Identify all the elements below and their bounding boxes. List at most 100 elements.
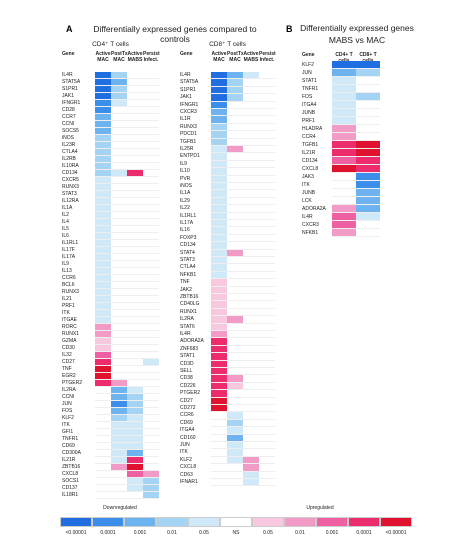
legend-label: 0.001 — [325, 530, 339, 536]
heat-cell — [111, 163, 127, 170]
gene-label: JUN — [302, 70, 312, 76]
heat-cell — [95, 212, 111, 219]
heat-cell — [127, 282, 143, 289]
gene-label: CCNI — [62, 394, 75, 400]
legend-swatch — [252, 517, 284, 527]
heat-cell — [143, 100, 159, 107]
heat-cell — [227, 131, 243, 139]
heat-cell — [243, 405, 259, 413]
heat-cell — [211, 131, 227, 139]
heat-cell — [259, 479, 275, 487]
heat-cell — [211, 345, 227, 354]
heat-cell — [111, 149, 127, 156]
heat-cell — [95, 401, 111, 408]
heat-cell — [127, 128, 143, 135]
heat-cell — [356, 109, 380, 117]
heat-cell — [95, 149, 111, 156]
heat-cell — [127, 121, 143, 128]
heat-cell — [243, 456, 259, 465]
heat-cell — [259, 353, 275, 361]
heat-cell — [95, 261, 111, 268]
heat-cell — [259, 449, 275, 457]
heat-cell — [111, 457, 127, 464]
heat-cell — [127, 366, 143, 373]
heat-cell — [211, 79, 227, 87]
heat-cell — [127, 79, 143, 86]
gene-label: IL1A — [180, 190, 191, 197]
heat-cell — [243, 227, 259, 235]
column-header: Gene — [302, 52, 315, 58]
heat-cell — [143, 121, 159, 128]
heat-cell — [332, 141, 356, 149]
heat-cell — [95, 247, 111, 254]
heat-cell — [356, 125, 380, 133]
heat-cell — [127, 457, 143, 464]
heat-cell — [127, 184, 143, 191]
gene-label: IL5 — [62, 226, 69, 232]
heat-cell — [95, 184, 111, 191]
heat-cell — [211, 449, 227, 457]
heat-cell — [227, 323, 243, 331]
heat-cell — [111, 198, 127, 205]
heat-cell — [243, 79, 259, 87]
heat-cell — [111, 373, 127, 380]
heat-cell — [143, 177, 159, 184]
heat-cell — [227, 419, 243, 428]
heat-cell — [111, 429, 127, 436]
heat-cell — [95, 359, 111, 366]
heat-cell — [143, 338, 159, 345]
legend-swatch — [220, 517, 252, 527]
gene-label: IFNGR1 — [62, 100, 81, 106]
gene-label: IL1R — [180, 116, 191, 123]
heat-cell — [127, 114, 143, 121]
gene-label: IL21 — [62, 296, 72, 302]
heat-cell — [259, 375, 275, 383]
heat-cell — [259, 197, 275, 206]
heat-cell — [211, 456, 227, 465]
gene-label: CD300A — [62, 450, 81, 456]
heat-cell — [95, 436, 111, 443]
gene-label: STAT5A — [62, 79, 81, 85]
gene-label: IL1RL1 — [62, 240, 79, 246]
heat-cell — [111, 191, 127, 198]
heat-cell — [356, 197, 380, 205]
gene-label: IL2RA — [180, 316, 194, 323]
heat-cell — [211, 86, 227, 95]
heat-cell — [143, 275, 159, 282]
gene-label: LCK — [302, 198, 312, 204]
panel-subtitle: MABS vs MAC — [328, 35, 386, 45]
heat-cell — [211, 419, 227, 428]
heat-cell — [211, 368, 227, 376]
gene-label: IL16 — [180, 227, 190, 234]
gene-label: CXCL8 — [62, 471, 79, 477]
heat-cell — [332, 133, 356, 141]
heat-cell — [332, 93, 356, 101]
heat-cell — [95, 93, 111, 100]
heat-cell — [143, 366, 159, 373]
heat-cell — [243, 464, 259, 472]
gene-label: ITGA4 — [180, 427, 195, 434]
gene-label: IL17A — [180, 220, 194, 226]
legend-swatch — [156, 517, 188, 527]
gene-label: STAT6 — [180, 323, 195, 330]
gene-label: KLF2 — [302, 62, 314, 68]
heat-cell — [259, 190, 275, 198]
heat-cell — [127, 163, 143, 170]
heat-cell — [243, 449, 259, 457]
heat-cell — [332, 157, 356, 165]
heat-cell — [127, 177, 143, 184]
gene-label: ZBTB16 — [180, 294, 199, 300]
legend-label: 0.01 — [167, 530, 177, 536]
legend-down: Downregulated — [103, 505, 137, 511]
heat-cell — [243, 338, 259, 346]
heat-cell — [211, 116, 227, 124]
heat-cell — [95, 135, 111, 142]
table-heading: CD4⁺ T cells — [92, 41, 129, 48]
heat-cell — [111, 254, 127, 261]
heat-cell — [332, 221, 356, 229]
heat-cell — [127, 149, 143, 156]
heat-cell — [243, 153, 259, 161]
heat-cell — [211, 471, 227, 479]
panel-label: A — [66, 24, 73, 34]
heat-cell — [127, 86, 143, 93]
